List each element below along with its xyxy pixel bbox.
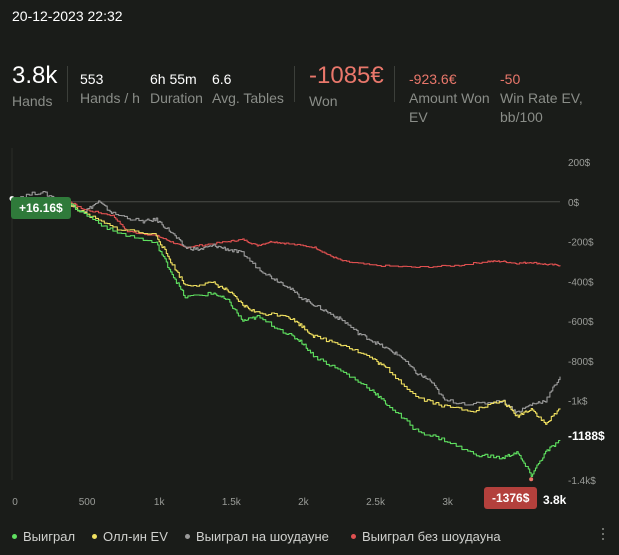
stat-won-value: -1085€	[309, 62, 384, 89]
x-tick-label: 2k	[298, 497, 310, 508]
x-tick-label: 500	[79, 497, 96, 508]
y-tick-label: 0$	[568, 198, 580, 209]
profit-chart[interactable]: 200$ 0$ -200$ -400$ -600$ -800$ -1k$ -1.4k$ 0 500…	[0, 148, 619, 518]
stat-hands: 3.8k Hands	[12, 62, 57, 111]
chart-svg[interactable]: 200$ 0$ -200$ -400$ -600$ -800$ -1k$ -1.4k$ 0 500…	[0, 148, 619, 518]
start-profit-badge: +16.16$	[11, 197, 71, 219]
y-tick-label: -400$	[568, 277, 594, 288]
y-tick-label: -600$	[568, 317, 594, 328]
x-tick-label: 1.5k	[222, 497, 242, 508]
x-tick-label: 3k	[442, 497, 454, 508]
y-tick-label: -1k$	[568, 397, 588, 408]
legend-dot	[92, 534, 97, 540]
stat-hands-per-hour-value: 553	[80, 71, 104, 87]
session-datetime: 20-12-2023 22:32	[12, 8, 123, 24]
stat-hands-value: 3.8k	[12, 62, 58, 89]
stat-divider	[67, 66, 68, 102]
legend-dot	[185, 534, 190, 540]
stat-amount-won-ev-label: Amount Won EV	[409, 90, 490, 125]
legend-item-won[interactable]: Выиграл	[12, 529, 75, 544]
stat-win-rate-ev: -50 Win Rate EV, bb/100	[500, 71, 583, 127]
chart-legend: Выиграл Олл-ин EV Выиграл на шоудауне Вы…	[0, 522, 619, 552]
y-tick-label: 200$	[568, 158, 591, 169]
legend-item-allin-ev[interactable]: Олл-ин EV	[92, 529, 168, 544]
stat-avg-tables: 6.6 Avg. Tables	[212, 71, 284, 108]
legend-item-non-showdown[interactable]: Выиграл без шоудауна	[351, 529, 501, 544]
hands-count-label: 3.8k	[543, 493, 567, 507]
stat-divider	[394, 66, 395, 102]
stat-win-rate-ev-label: Win Rate EV, bb/100	[500, 90, 583, 125]
stat-won: -1085€ Won	[309, 62, 384, 111]
stat-hands-label: Hands	[12, 93, 53, 109]
series-line-showdown	[12, 190, 561, 414]
stat-duration-label: Duration	[150, 90, 203, 106]
stat-avg-tables-value: 6.6	[212, 71, 232, 87]
x-tick-label: 2.5k	[366, 497, 386, 508]
stat-duration-value: 6h 55m	[150, 71, 197, 87]
min-point-marker	[529, 477, 534, 482]
stat-avg-tables-label: Avg. Tables	[212, 90, 284, 106]
more-options-icon[interactable]	[601, 526, 605, 542]
end-value-label: -1188$	[568, 429, 605, 443]
series-line-allin-ev	[12, 198, 561, 425]
stat-win-rate-ev-value: -50	[500, 71, 521, 87]
stat-duration: 6h 55m Duration	[150, 71, 203, 108]
stat-won-label: Won	[309, 93, 338, 109]
x-tick-label: 0	[12, 497, 18, 508]
stat-hands-per-hour: 553 Hands / h	[80, 71, 140, 108]
series-line-won	[12, 198, 561, 477]
stat-amount-won-ev: -923.6€ Amount Won EV	[409, 71, 490, 127]
y-tick-label: -800$	[568, 357, 594, 368]
legend-dot	[351, 534, 356, 540]
stat-divider	[294, 66, 295, 102]
series-line-non-showdown	[12, 198, 561, 269]
session-stats: 3.8k Hands 553 Hands / h 6h 55m Duration…	[0, 0, 619, 140]
y-tick-label: -1.4k$	[568, 476, 596, 487]
stat-amount-won-ev-value: -923.6€	[409, 71, 457, 87]
legend-dot	[12, 534, 17, 540]
stat-hands-per-hour-label: Hands / h	[80, 90, 140, 106]
min-value-badge: -1376$	[484, 487, 538, 509]
x-tick-label: 1k	[154, 497, 166, 508]
y-tick-label: -200$	[568, 238, 594, 249]
legend-item-showdown[interactable]: Выиграл на шоудауне	[185, 529, 329, 544]
